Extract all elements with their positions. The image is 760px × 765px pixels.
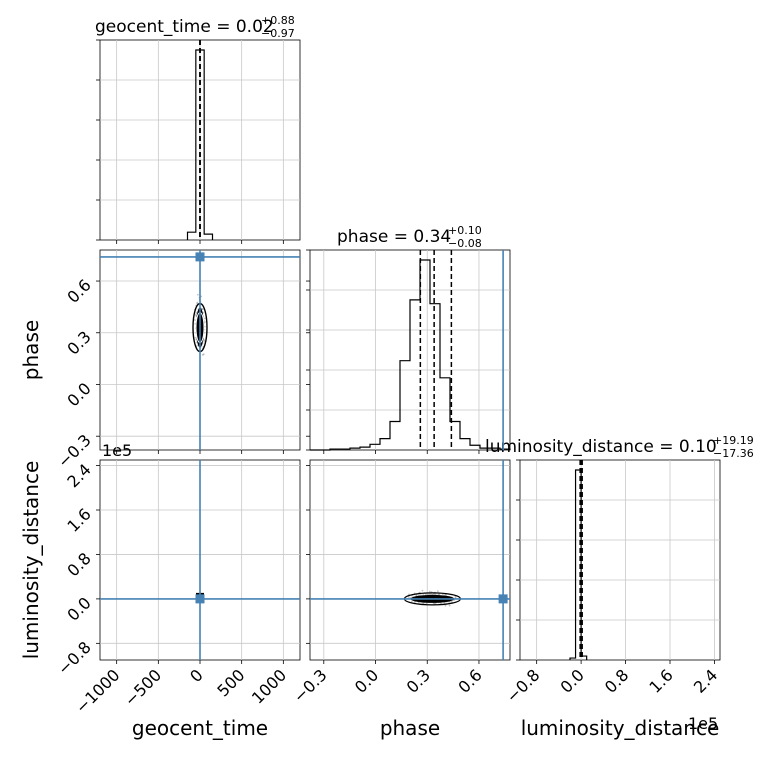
dist-vs-phase-sample-point	[443, 601, 446, 604]
phase-vs-geocent-sample-point	[194, 313, 197, 316]
dist-vs-phase-sample-point	[444, 604, 447, 607]
ylabel-phase: phase	[19, 320, 43, 380]
panel-frame-dist-phase	[309, 459, 511, 661]
xlabel-phase: phase	[380, 716, 440, 740]
dist-vs-phase-sample-point	[407, 596, 410, 598]
title-phase-plus: +0.10	[448, 224, 482, 237]
xlabel-luminosity-distance: luminosity_distance	[521, 716, 720, 740]
title-phase: phase = 0.34	[337, 227, 451, 247]
dist-vs-phase-sample-point	[425, 593, 427, 596]
title-luminosity-distance: luminosity_distance = 0.10	[485, 437, 717, 457]
dist-vs-phase-sample-point	[407, 593, 410, 596]
dist-vs-phase-sample-point	[433, 593, 436, 596]
dist-vs-phase-sample-point	[428, 590, 431, 593]
phase-vs-geocent-sample-point	[204, 317, 206, 320]
dist-vs-phase-sample-point	[422, 602, 425, 605]
dist-ytick-label: 0.8	[63, 549, 94, 580]
dist-xtick-label: −0.8	[503, 665, 544, 706]
phase-vs-geocent-sample-point	[196, 293, 199, 296]
panel-frame-phase-hist	[309, 249, 511, 451]
dist-vs-geocent-truth-marker	[195, 594, 205, 604]
dist-vs-phase-sample-point	[421, 589, 424, 592]
dist-vs-phase-truth-marker	[498, 594, 508, 604]
geocent-xtick-label: 0	[186, 665, 207, 686]
phase-ytick-label: −0.3	[54, 431, 95, 472]
dist-vs-phase-sample-point	[425, 602, 428, 605]
phase-vs-geocent-truth-marker	[195, 252, 205, 262]
phase-ytick-label: 0.0	[63, 379, 94, 410]
title-luminosity-distance-minus: −17.36	[713, 447, 754, 460]
dist-xtick-label: 0.8	[601, 665, 632, 696]
xlabel-geocent-time: geocent_time	[132, 716, 268, 740]
phase-xtick-label: 0.0	[351, 665, 382, 696]
ylabel-luminosity-distance: luminosity_distance	[19, 461, 43, 660]
title-phase-minus: −0.08	[448, 237, 482, 250]
dist-hist-histogram-step	[569, 469, 588, 660]
phase-ytick-label: 0.6	[63, 275, 94, 306]
yaxis-offset-label: 1e5	[102, 441, 132, 460]
geocent-xtick-label: −1000	[72, 665, 124, 717]
dist-xtick-label: 2.4	[690, 665, 721, 696]
phase-hist-histogram-step	[310, 259, 511, 451]
phase-vs-geocent-sample-point	[196, 301, 199, 304]
phase-vs-geocent-sample-point	[202, 308, 204, 311]
phase-vs-geocent-sample-point	[194, 336, 197, 339]
dist-ytick-label: 0.0	[63, 593, 94, 624]
xaxis-offset-label: 1e5	[688, 714, 718, 733]
phase-ytick-label: 0.3	[63, 327, 94, 358]
geocent-xtick-label: 500	[213, 665, 248, 700]
chart-marks: −0.3 0.0 0.3 0.6 −0.8 0.0 0.8 1.6 2.4 −1000−500 0 5…	[54, 39, 721, 717]
phase-xtick-label: −0.3	[290, 665, 331, 706]
phase-vs-geocent-sample-point	[195, 338, 198, 341]
phase-vs-geocent-sample-point	[203, 340, 206, 343]
title-geocent-time-minus: −0.97	[261, 27, 295, 40]
title-geocent-time-plus: +0.88	[261, 14, 295, 27]
dist-vs-phase-sample-point	[436, 590, 439, 593]
dist-xtick-label: 0.0	[557, 665, 588, 696]
phase-xtick-label: 0.6	[454, 665, 485, 696]
dist-xtick-label: 1.6	[645, 665, 676, 696]
dist-ytick-label: 1.6	[63, 504, 94, 535]
geocent-xtick-label: 1000	[248, 665, 290, 707]
phase-vs-geocent-sample-point	[202, 353, 205, 356]
title-luminosity-distance-plus: +19.19	[713, 434, 754, 447]
dist-ytick-label: −0.8	[54, 638, 95, 679]
panel-frame-dist-hist	[519, 459, 721, 661]
dist-vs-phase-sample-point	[414, 601, 416, 603]
phase-xtick-label: 0.3	[403, 665, 434, 696]
phase-vs-geocent-sample-point	[194, 319, 196, 321]
dist-vs-phase-sample-point	[448, 604, 451, 607]
dist-vs-phase-sample-point	[410, 600, 413, 603]
geocent-xtick-label: −500	[121, 665, 166, 710]
title-geocent-time: geocent_time = 0.02	[95, 17, 274, 37]
